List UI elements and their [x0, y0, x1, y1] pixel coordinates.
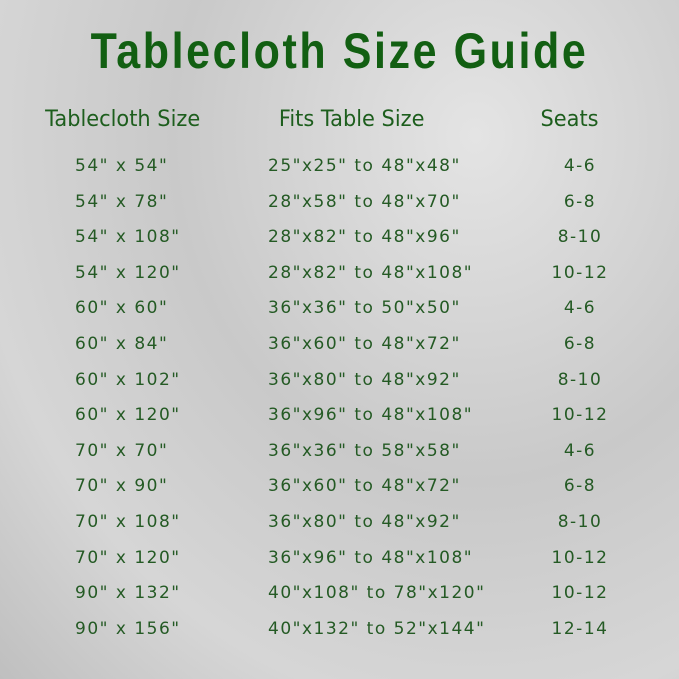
tablecloth-size-cell: 70" x 120": [75, 547, 181, 568]
seats-cell: 10-12: [551, 405, 609, 426]
tablecloth-size-cell: 70" x 108": [75, 512, 181, 532]
table-row: 70" x 70" 36"x36" to 58"x58" 4-6: [0, 441, 679, 471]
table-row: 54" x 120" 28"x82" to 48"x108" 10-12: [0, 263, 679, 293]
fits-table-size-cell: 36"x60" to 48"x72": [268, 476, 461, 497]
fits-table-size-cell: 36"x80" to 48"x92": [268, 369, 461, 390]
table-row: 90" x 156" 40"x132" to 52"x144" 12-14: [0, 619, 679, 649]
seats-cell: 8-10: [557, 227, 603, 248]
seats-cell: 4-6: [563, 440, 597, 461]
fits-table-size-cell: 28"x58" to 48"x70": [268, 191, 461, 212]
seats-cell: 10-12: [551, 262, 609, 283]
fits-table-size-cell: 36"x80" to 48"x92": [268, 512, 461, 532]
table-row: 90" x 132" 40"x108" to 78"x120" 10-12: [0, 583, 679, 613]
seats-cell: 6-8: [563, 334, 597, 354]
tablecloth-size-cell: 90" x 132": [75, 583, 181, 604]
seats-cell: 8-10: [557, 512, 603, 532]
seats-cell: 10-12: [551, 547, 609, 568]
tablecloth-size-cell: 54" x 54": [75, 156, 169, 176]
header-seats: Seats: [540, 107, 599, 132]
tablecloth-size-cell: 60" x 84": [75, 334, 169, 354]
seats-cell: 6-8: [563, 191, 597, 212]
seats-cell: 12-14: [551, 618, 609, 639]
tablecloth-size-cell: 60" x 102": [75, 369, 181, 390]
table-row: 54" x 78" 28"x58" to 48"x70" 6-8: [0, 192, 679, 222]
seats-cell: 10-12: [551, 583, 609, 604]
tablecloth-size-cell: 54" x 120": [75, 262, 181, 283]
fits-table-size-cell: 36"x60" to 48"x72": [268, 334, 461, 354]
fits-table-size-cell: 28"x82" to 48"x108": [268, 262, 474, 283]
fits-table-size-cell: 40"x132" to 52"x144": [268, 618, 486, 639]
fits-table-size-cell: 28"x82" to 48"x96": [268, 227, 461, 248]
tablecloth-size-cell: 54" x 78": [75, 191, 169, 212]
seats-cell: 6-8: [563, 476, 597, 497]
page-title: Tablecloth Size Guide: [90, 23, 589, 79]
table-row: 60" x 120" 36"x96" to 48"x108" 10-12: [0, 405, 679, 435]
fits-table-size-cell: 40"x108" to 78"x120": [268, 583, 486, 604]
seats-cell: 4-6: [563, 156, 597, 176]
fits-table-size-cell: 25"x25" to 48"x48": [268, 156, 461, 176]
table-row: 70" x 108" 36"x80" to 48"x92" 8-10: [0, 512, 679, 542]
tablecloth-size-cell: 90" x 156": [75, 618, 181, 639]
seats-cell: 8-10: [557, 369, 603, 390]
table-row: 60" x 102" 36"x80" to 48"x92" 8-10: [0, 370, 679, 400]
fits-table-size-cell: 36"x96" to 48"x108": [268, 547, 474, 568]
tablecloth-size-cell: 70" x 90": [75, 476, 169, 497]
header-tablecloth-size: Tablecloth Size: [45, 107, 201, 132]
table-row: 54" x 108" 28"x82" to 48"x96" 8-10: [0, 227, 679, 257]
seats-cell: 4-6: [563, 298, 597, 319]
fits-table-size-cell: 36"x96" to 48"x108": [268, 405, 474, 426]
table-row: 54" x 54" 25"x25" to 48"x48" 4-6: [0, 156, 679, 186]
tablecloth-size-cell: 54" x 108": [75, 227, 181, 248]
tablecloth-size-cell: 60" x 120": [75, 405, 181, 426]
table-row: 70" x 90" 36"x60" to 48"x72" 6-8: [0, 476, 679, 506]
tablecloth-size-cell: 60" x 60": [75, 298, 169, 319]
table-row: 60" x 84" 36"x60" to 48"x72" 6-8: [0, 334, 679, 364]
table-row: 60" x 60" 36"x36" to 50"x50" 4-6: [0, 298, 679, 328]
fits-table-size-cell: 36"x36" to 50"x50": [268, 298, 461, 319]
fits-table-size-cell: 36"x36" to 58"x58": [268, 440, 461, 461]
header-fits-table-size: Fits Table Size: [278, 107, 425, 132]
tablecloth-size-cell: 70" x 70": [75, 440, 169, 461]
table-row: 70" x 120" 36"x96" to 48"x108" 10-12: [0, 548, 679, 578]
